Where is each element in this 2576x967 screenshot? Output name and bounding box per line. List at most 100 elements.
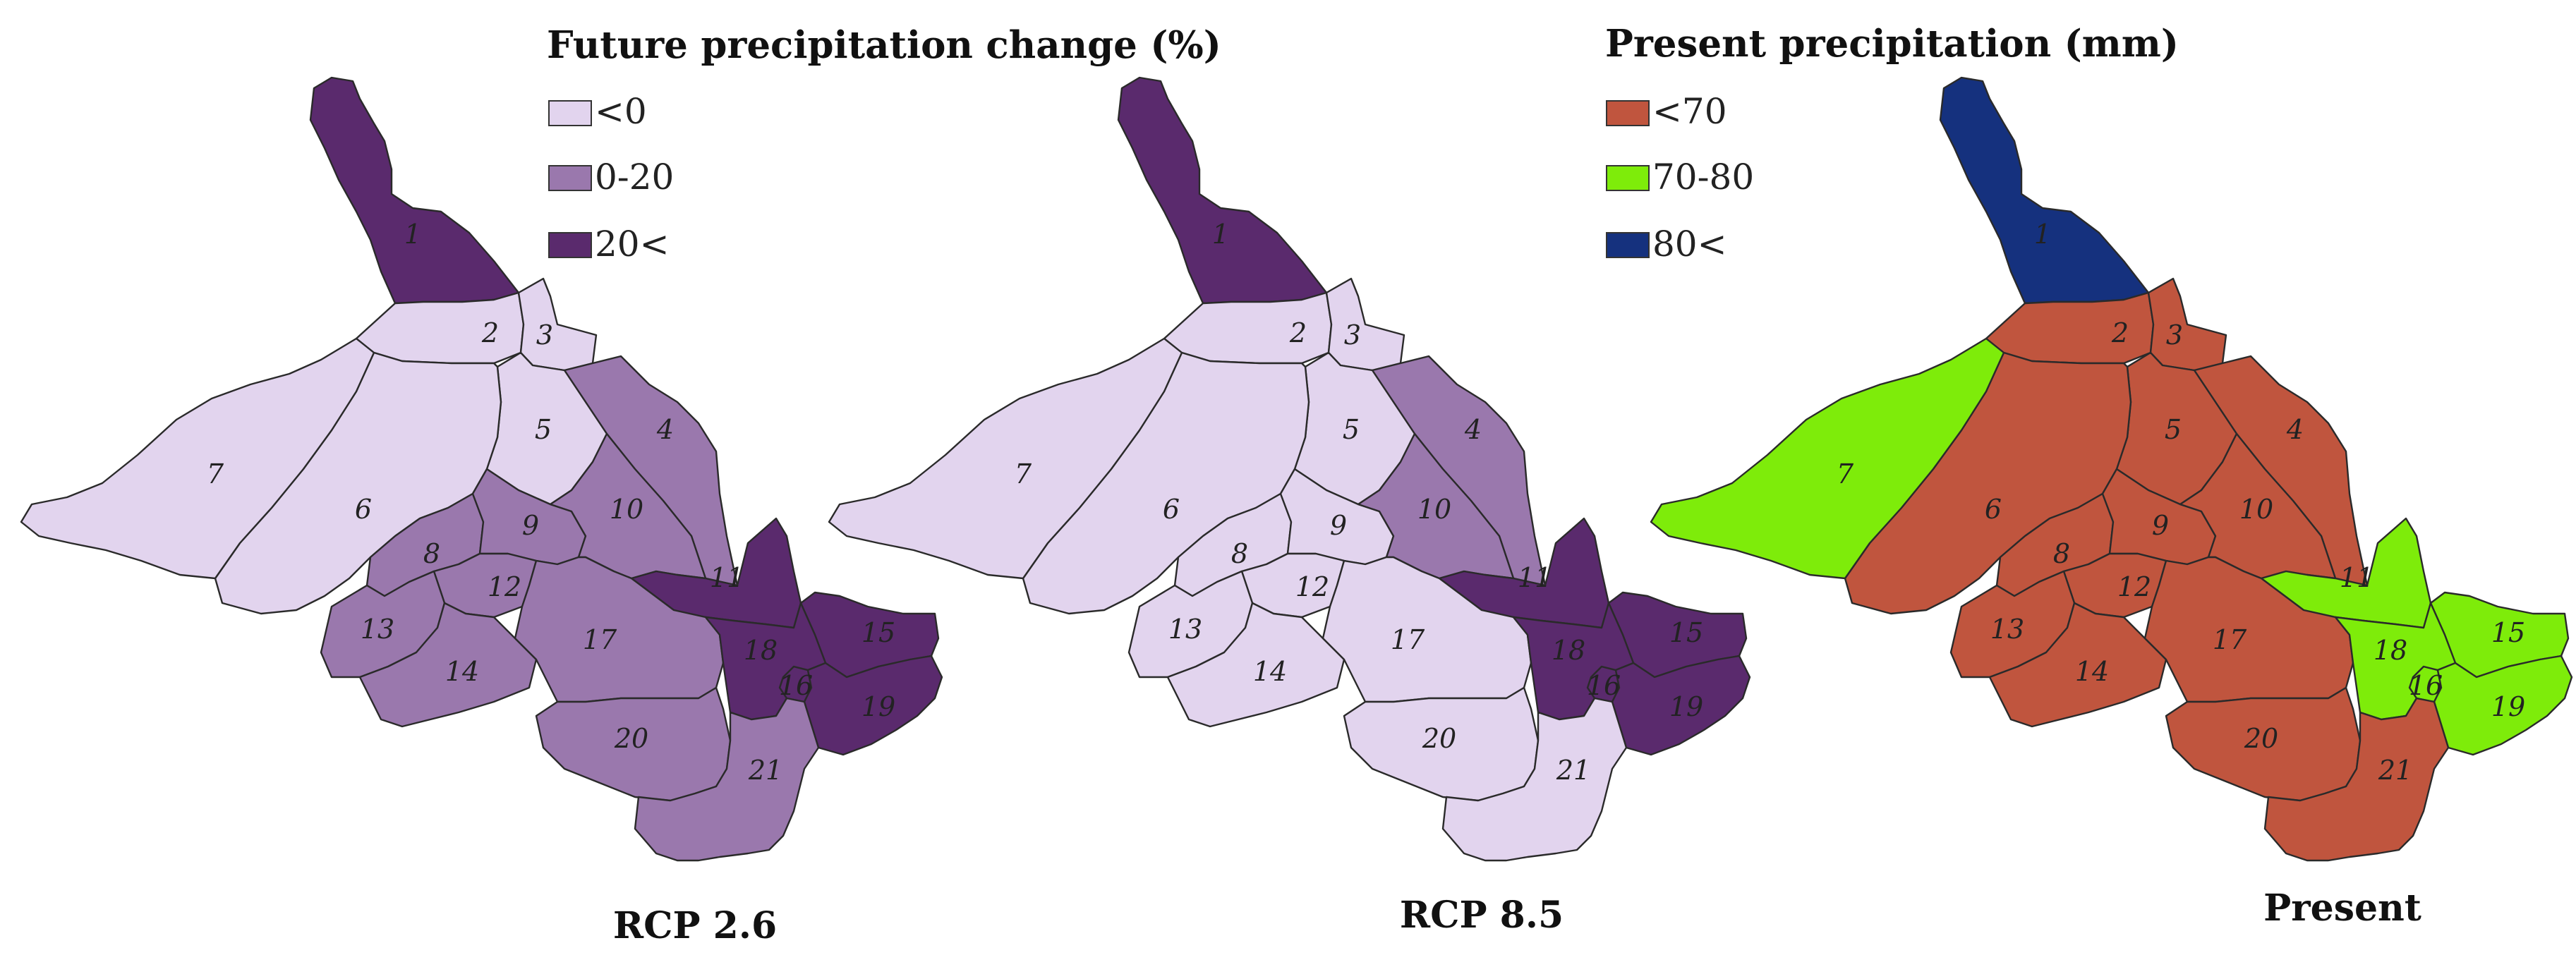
sub-basin-label-8: 8 xyxy=(423,538,440,569)
sub-basin-label-11: 11 xyxy=(2340,562,2374,593)
panel-title-rcp26: RCP 2.6 xyxy=(613,904,777,947)
legend-swatch-lt70 xyxy=(1606,100,1650,126)
sub-basin-label-14: 14 xyxy=(445,656,479,687)
sub-basin-label-8: 8 xyxy=(2053,538,2070,569)
legend-label-70-80: 70-80 xyxy=(1652,157,1754,197)
sub-basin-label-16: 16 xyxy=(1587,670,1621,701)
sub-basin-label-2: 2 xyxy=(2111,317,2129,348)
sub-basin-label-1: 1 xyxy=(404,219,421,250)
sub-basin-label-19: 19 xyxy=(2491,691,2525,722)
sub-basin-7 xyxy=(20,337,375,580)
future-legend-title: Future precipitation change (%) xyxy=(547,23,1221,67)
sub-basin-label-4: 4 xyxy=(1464,414,1482,445)
sub-basin-label-4: 4 xyxy=(2286,414,2304,445)
sub-basin-21 xyxy=(2263,697,2450,862)
sub-basin-label-18: 18 xyxy=(1552,635,1585,666)
sub-basin-21 xyxy=(634,697,820,862)
sub-basin-label-17: 17 xyxy=(583,624,617,655)
legend-label-0-20: 0-20 xyxy=(595,157,674,197)
sub-basin-label-12: 12 xyxy=(2117,571,2151,602)
sub-basin-1 xyxy=(1939,76,2150,305)
sub-basin-18 xyxy=(2334,602,2457,721)
sub-basin-7 xyxy=(1650,337,2005,580)
sub-basin-label-5: 5 xyxy=(535,414,552,445)
sub-basin-label-18: 18 xyxy=(744,635,778,666)
sub-basin-19 xyxy=(803,655,943,756)
sub-basin-label-20: 20 xyxy=(1422,723,1456,754)
sub-basin-label-21: 21 xyxy=(748,755,782,786)
sub-basin-label-20: 20 xyxy=(614,723,648,754)
sub-basin-1 xyxy=(309,76,520,305)
legend-label-gt80: 80< xyxy=(1652,224,1727,264)
sub-basin-label-14: 14 xyxy=(2075,656,2109,687)
sub-basin-label-10: 10 xyxy=(1417,494,1451,525)
legend-swatch-gt20 xyxy=(548,232,592,258)
legend-swatch-0-20 xyxy=(548,165,592,191)
sub-basin-label-5: 5 xyxy=(2165,414,2182,445)
sub-basin-label-6: 6 xyxy=(1985,494,2002,525)
sub-basin-label-13: 13 xyxy=(361,614,394,645)
sub-basin-label-9: 9 xyxy=(1330,510,1347,541)
sub-basin-label-9: 9 xyxy=(2152,510,2169,541)
sub-basin-label-11: 11 xyxy=(1518,562,1552,593)
sub-basin-label-10: 10 xyxy=(2239,494,2273,525)
sub-basin-label-13: 13 xyxy=(1168,614,1202,645)
sub-basin-label-19: 19 xyxy=(1669,691,1703,722)
sub-basin-label-14: 14 xyxy=(1253,656,1287,687)
sub-basin-label-17: 17 xyxy=(2213,624,2247,655)
panel-title-present: Present xyxy=(2263,887,2421,930)
sub-basin-label-15: 15 xyxy=(861,617,895,648)
sub-basin-label-11: 11 xyxy=(710,562,744,593)
sub-basin-label-7: 7 xyxy=(1837,458,1854,489)
sub-basin-label-3: 3 xyxy=(1344,320,1361,351)
sub-basin-label-3: 3 xyxy=(2166,320,2183,351)
panel-title-rcp85: RCP 8.5 xyxy=(1400,894,1564,937)
sub-basin-label-16: 16 xyxy=(2409,670,2443,701)
sub-basin-7 xyxy=(828,337,1183,580)
sub-basin-label-18: 18 xyxy=(2374,635,2407,666)
sub-basin-19 xyxy=(2433,655,2573,756)
sub-basin-18 xyxy=(1512,602,1635,721)
sub-basin-label-16: 16 xyxy=(779,670,813,701)
legend-swatch-70-80 xyxy=(1606,165,1650,191)
sub-basin-label-8: 8 xyxy=(1231,538,1248,569)
sub-basin-label-2: 2 xyxy=(481,317,499,348)
sub-basin-label-6: 6 xyxy=(1163,494,1180,525)
sub-basin-label-3: 3 xyxy=(536,320,553,351)
legend-label-lt0: <0 xyxy=(595,91,647,132)
sub-basin-label-10: 10 xyxy=(610,494,643,525)
sub-basin-label-13: 13 xyxy=(1990,614,2024,645)
sub-basin-label-7: 7 xyxy=(207,458,224,489)
sub-basin-label-9: 9 xyxy=(522,510,539,541)
legend-label-lt70: <70 xyxy=(1652,91,1727,132)
legend-swatch-gt80 xyxy=(1606,232,1650,258)
sub-basin-label-20: 20 xyxy=(2244,723,2278,754)
sub-basin-label-1: 1 xyxy=(1212,219,1229,250)
sub-basin-label-15: 15 xyxy=(1669,617,1703,648)
sub-basin-1 xyxy=(1117,76,1328,305)
sub-basin-label-21: 21 xyxy=(1556,755,1590,786)
sub-basin-label-21: 21 xyxy=(2378,755,2412,786)
sub-basin-19 xyxy=(1611,655,1751,756)
present-legend-title: Present precipitation (mm) xyxy=(1605,22,2179,66)
sub-basin-21 xyxy=(1441,697,1628,862)
sub-basin-label-1: 1 xyxy=(2034,219,2051,250)
legend-label-gt20: 20< xyxy=(595,224,670,264)
sub-basin-label-19: 19 xyxy=(861,691,895,722)
legend-swatch-lt0 xyxy=(548,100,592,126)
sub-basin-label-12: 12 xyxy=(1295,571,1329,602)
present-legend: Present precipitation (mm) <70 70-80 80< xyxy=(1605,22,2179,264)
sub-basin-label-12: 12 xyxy=(488,571,521,602)
sub-basin-label-5: 5 xyxy=(1343,414,1360,445)
sub-basin-label-15: 15 xyxy=(2491,617,2525,648)
sub-basin-label-17: 17 xyxy=(1391,624,1425,655)
sub-basin-3 xyxy=(1325,277,1405,372)
sub-basin-label-6: 6 xyxy=(355,494,372,525)
sub-basin-label-7: 7 xyxy=(1015,458,1032,489)
sub-basin-3 xyxy=(517,277,598,372)
sub-basin-3 xyxy=(2147,277,2227,372)
